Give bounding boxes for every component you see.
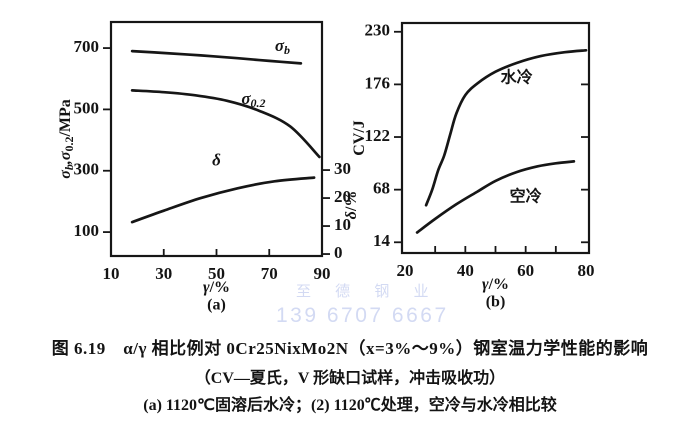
series-label-air-cooled: 空冷 [510, 186, 542, 205]
y-tick-label: 176 [365, 73, 391, 92]
y-tick-label: 122 [365, 126, 391, 145]
series-label-sigma-0.2: σ0.2 [241, 89, 265, 110]
figure-caption-subcaptions: (a) 1120℃固溶后水冷；(2) 1120℃处理，空冷与水冷相比较 [143, 397, 557, 414]
x-tick-label: 40 [457, 261, 474, 280]
series-label-water-cooled: 水冷 [501, 67, 533, 86]
x-tick-label: 90 [314, 264, 331, 283]
x-axis-title-b: γ/% [482, 276, 509, 293]
x-tick-label: 80 [577, 261, 594, 280]
y-tick-label: 68 [373, 179, 390, 198]
y-tick-label: 30 [334, 159, 351, 178]
x-tick-label: 70 [261, 264, 278, 283]
plot-frame-b [400, 21, 591, 255]
x-tick-label: 30 [155, 264, 172, 283]
curve-air-cooled [415, 160, 576, 234]
curve-sigma-0.2 [130, 89, 321, 159]
curve-sigma-b [130, 49, 303, 65]
axis-title-y_left-b: CV/J [351, 120, 368, 156]
curve-delta [130, 176, 316, 224]
panel-label-a: (a) [207, 297, 226, 314]
y-tick-label: 300 [74, 160, 100, 179]
watermark-company-text: 至 德 钢 业 [296, 283, 439, 300]
x-tick-label: 20 [397, 261, 414, 280]
watermark-phone-text: 139 6707 6667 [276, 304, 449, 327]
figure-caption-title: 图 6.19 α/γ 相比例对 0Cr25NixMo2N（x=3%～9%）钢室温… [51, 339, 649, 358]
axis-title-y_right-a: δ/% [343, 191, 360, 220]
x-tick-label: 60 [517, 261, 534, 280]
y-tick-label: 500 [74, 98, 100, 117]
y-tick-label: 20 [334, 187, 351, 206]
x-tick-label: 50 [208, 264, 225, 283]
watermark: 至 德 钢 业 139 6707 6667 [276, 280, 449, 328]
y-tick-label: 14 [373, 231, 391, 250]
panel-label-b: (b) [486, 294, 506, 311]
figure-caption-note: （CV—夏氏，V 形缺口试样，冲击吸收功） [194, 370, 506, 387]
y-tick-label: 10 [334, 215, 351, 234]
x-tick-label: 10 [103, 264, 120, 283]
y-tick-label: 230 [365, 21, 391, 40]
axis-title-y_left-a: σb,σ0.2/MPa [57, 99, 76, 179]
y-tick-label: 700 [74, 37, 100, 56]
y-tick-label: 100 [74, 221, 100, 240]
series-label-delta: δ [212, 151, 221, 170]
curve-water-cooled [424, 48, 588, 207]
x-axis-title-a: γ/% [203, 279, 230, 296]
series-label-sigma-b: σb [275, 36, 290, 57]
y-tick-label: 0 [334, 243, 343, 262]
